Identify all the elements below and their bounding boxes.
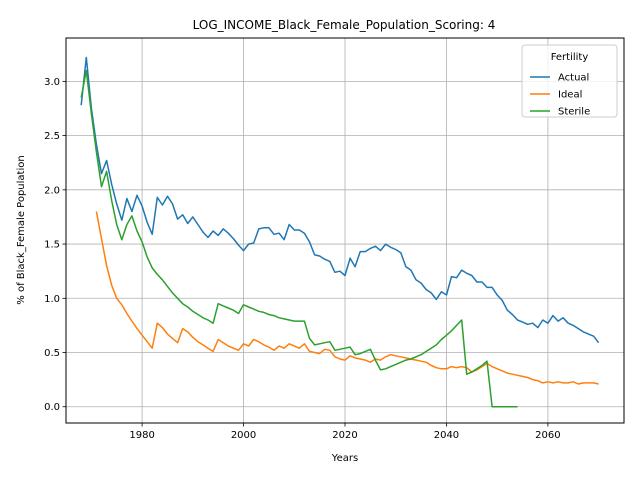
legend-label: Actual xyxy=(558,73,589,84)
y-tick-label: 2.0 xyxy=(44,185,60,196)
legend-title: Fertility xyxy=(551,52,589,63)
legend-label: Sterile xyxy=(558,107,590,118)
x-axis: 1980 2000 2020 2040 2060 xyxy=(129,423,561,441)
legend-box xyxy=(521,44,618,118)
y-tick-label: 3.0 xyxy=(44,77,60,88)
y-tick-label: 0.5 xyxy=(44,348,60,359)
grid-lines xyxy=(66,38,624,423)
x-tick-label: 1980 xyxy=(129,430,154,441)
x-tick-label: 2040 xyxy=(434,430,459,441)
series-line-actual xyxy=(80,56,600,344)
x-axis-label: Years xyxy=(331,453,358,464)
y-axis-label: % of Black_Female Population xyxy=(16,155,27,304)
y-tick-label: 2.5 xyxy=(44,131,60,142)
series-line-sterile xyxy=(80,69,518,408)
x-tick-label: 2000 xyxy=(231,430,256,441)
series-layer xyxy=(80,56,600,408)
series-line-ideal xyxy=(95,211,599,385)
chart-title: LOG_INCOME_Black_Female_Population_Scori… xyxy=(193,18,496,32)
y-tick-label: 1.0 xyxy=(44,294,60,305)
y-axis: 0.0 0.5 1.0 1.5 2.0 2.5 3.0 xyxy=(44,77,66,413)
y-tick-label: 1.5 xyxy=(44,240,60,251)
legend-label: Ideal xyxy=(558,90,582,101)
y-tick-label: 0.0 xyxy=(44,402,60,413)
x-tick-label: 2060 xyxy=(535,430,560,441)
legend: Fertility Actual Ideal Sterile xyxy=(521,44,618,118)
x-tick-label: 2020 xyxy=(332,430,357,441)
